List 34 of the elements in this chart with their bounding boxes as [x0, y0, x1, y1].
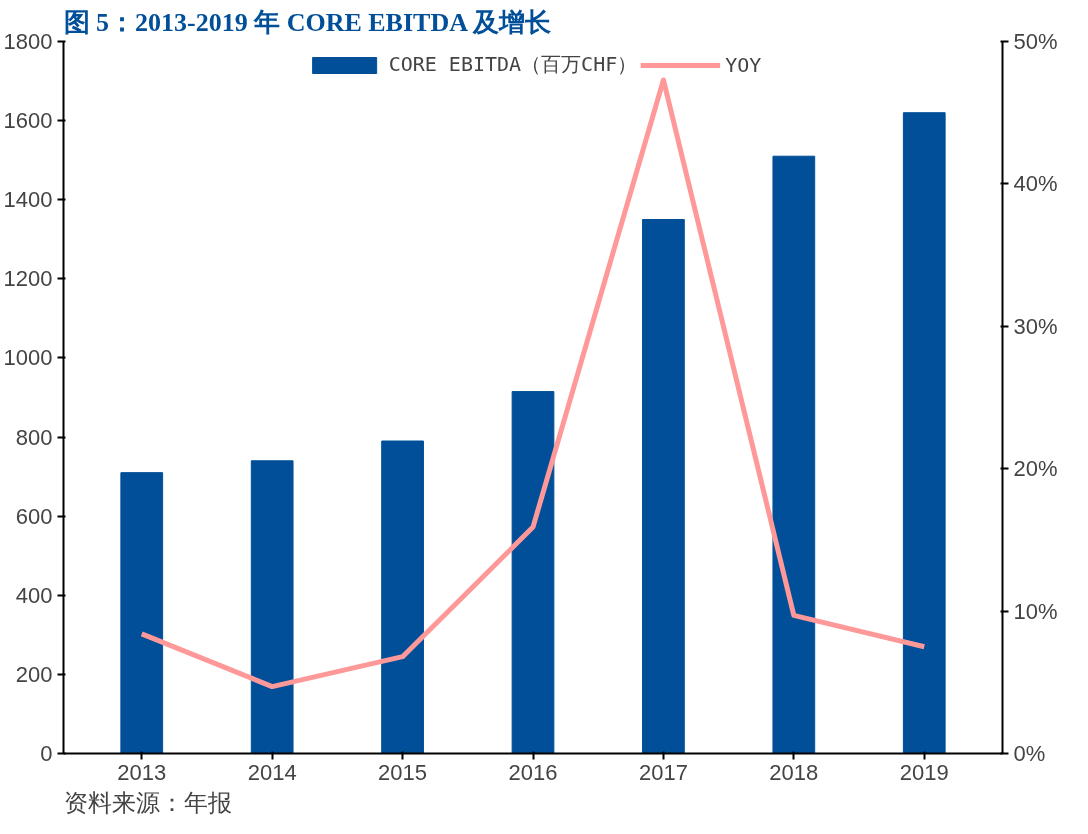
x-tick-label: 2016 [508, 759, 558, 785]
bar [120, 472, 164, 754]
y-tick-label: 1400 [3, 187, 53, 213]
bar [772, 155, 816, 754]
chart-title: 图 5：2013-2019 年 CORE EBITDA 及增长 [63, 7, 552, 37]
bar [511, 391, 555, 754]
y-tick-label: 200 [15, 661, 53, 687]
x-tick-label: 2015 [378, 759, 428, 785]
y-tick-label: 600 [15, 503, 53, 529]
x-tick-label: 2014 [247, 759, 297, 785]
x-tick-label: 2018 [769, 759, 819, 785]
y2-tick-label: 10% [1013, 598, 1058, 624]
text: 资料来源：年报 [63, 789, 232, 816]
y2-tick-label: 0% [1013, 741, 1046, 766]
x-tick-label: 2013 [117, 759, 167, 785]
legend-label: YOY [725, 52, 762, 77]
y2-tick-label: 40% [1013, 171, 1058, 197]
y-tick-label: 800 [15, 424, 53, 450]
bar [642, 219, 685, 754]
y-tick-label: 1600 [3, 108, 53, 134]
x-tick-label: 2019 [899, 759, 949, 785]
y-tick-label: 1800 [3, 29, 53, 54]
y-tick-label: 1200 [3, 266, 53, 292]
bar [250, 460, 294, 754]
y-tick-label: 0 [40, 741, 53, 766]
y2-tick-label: 30% [1013, 313, 1058, 339]
y-tick-label: 400 [15, 582, 53, 608]
y2-tick-label: 20% [1013, 456, 1058, 482]
legend-label: CORE EBITDA（百万CHF） [388, 51, 638, 78]
y-tick-label: 1000 [3, 345, 53, 371]
bar [902, 112, 946, 754]
bar [381, 440, 424, 754]
y2-tick-label: 50% [1013, 29, 1058, 54]
x-tick-label: 2017 [638, 759, 688, 785]
